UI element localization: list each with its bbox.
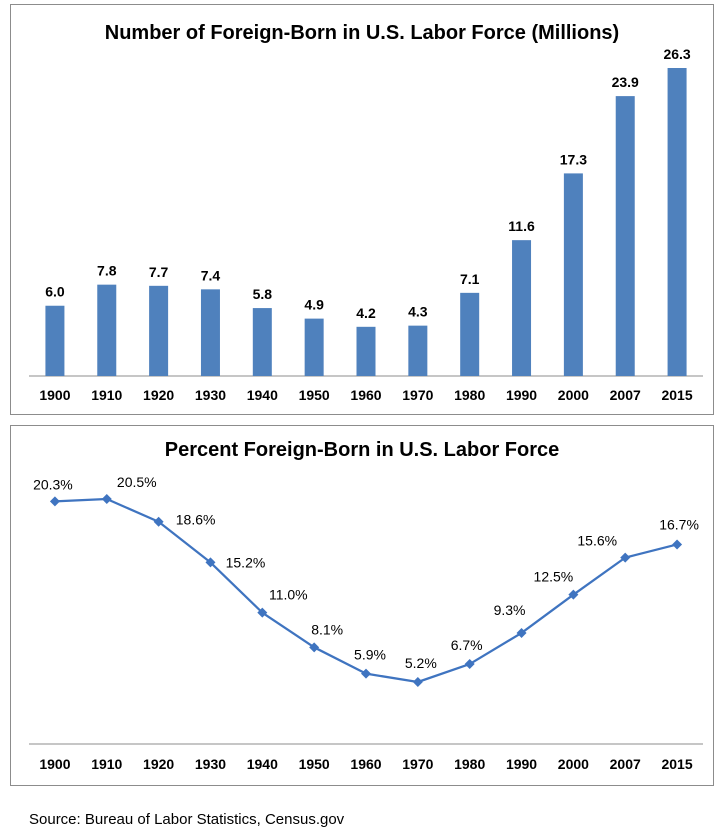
line-chart-title: Percent Foreign-Born in U.S. Labor Force [164,439,560,461]
bar-1900 [45,305,65,376]
bar-data-label: 4.2 [356,305,376,321]
point-data-label: 20.5% [117,474,157,490]
bar-data-label: 23.9 [612,74,639,90]
bar-data-label: 7.1 [460,271,480,287]
point-marker-1960 [361,668,371,679]
line-chart-panel: Percent Foreign-Born in U.S. Labor Force… [10,425,714,786]
point-marker-1950 [309,642,320,653]
point-data-label: 9.3% [494,602,526,618]
x-tick-label: 2000 [558,387,589,403]
bar-data-label: 26.3 [663,46,690,62]
bar-data-label: 17.3 [560,151,587,167]
point-marker-1970 [412,677,423,687]
bar-1930 [200,289,220,376]
bar-2015 [667,68,687,376]
point-marker-1990 [516,627,527,638]
point-data-label: 11.0% [269,587,308,603]
line-chart-plot: 20.3% 1900 20.5% 1910 18.6% 1920 15.2% 1930 11.0… [29,474,703,772]
x-tick-label: 1920 [143,756,174,772]
point-marker-1930 [205,557,216,568]
x-tick-label: 1980 [454,387,485,403]
point-data-label: 15.2% [226,554,266,570]
point-data-label: 5.9% [354,647,386,663]
x-tick-label: 1990 [506,387,537,403]
bar-1960 [356,326,376,376]
bar-data-label: 6.0 [45,284,65,300]
x-tick-label: 1940 [247,387,278,403]
x-tick-label: 1980 [454,756,485,772]
x-tick-label: 1930 [195,756,226,772]
bar-data-label: 4.9 [304,297,324,313]
bar-1950 [304,318,324,376]
x-tick-label: 1970 [402,756,433,772]
x-tick-label: 1920 [143,387,174,403]
x-tick-label: 2007 [610,387,641,403]
point-marker-1940 [257,607,268,618]
bar-data-label: 5.8 [253,286,273,302]
point-data-label: 18.6% [176,512,216,528]
x-tick-label: 1950 [299,387,330,403]
x-tick-label: 1960 [350,756,381,772]
bar-chart-plot: 6.0 1900 7.8 1910 7.7 1920 7.4 1930 5.8 1940 4.9 19… [29,46,703,403]
bar-1910 [97,284,117,376]
x-tick-label: 2015 [661,756,692,772]
bar-1970 [408,325,428,376]
x-tick-label: 1970 [402,387,433,403]
point-data-label: 20.3% [33,476,73,492]
bar-chart-title: Number of Foreign-Born in U.S. Labor For… [104,22,620,44]
point-data-label: 5.2% [405,655,437,671]
x-tick-label: 2000 [558,756,589,772]
bar-data-label: 11.6 [508,218,535,234]
bar-1920 [149,285,169,376]
bar-2007 [615,96,635,377]
point-data-label: 6.7% [451,637,483,653]
bar-2000 [563,173,583,376]
point-marker-1900 [49,496,60,507]
bar-1980 [460,292,480,376]
x-tick-label: 1940 [247,756,278,772]
source-note: Source: Bureau of Labor Statistics, Cens… [29,811,345,828]
bar-chart-panel: Number of Foreign-Born in U.S. Labor For… [10,4,714,415]
bar-data-label: 4.3 [408,304,428,320]
point-data-label: 15.6% [577,533,617,549]
x-tick-label: 1950 [299,756,330,772]
x-tick-label: 2007 [610,756,641,772]
point-marker-2015 [672,539,683,550]
x-tick-label: 1990 [506,756,537,772]
bar-data-label: 7.8 [97,263,117,279]
x-tick-label: 2015 [661,387,692,403]
point-marker-1910 [101,494,112,504]
x-tick-label: 1910 [91,756,122,772]
bar-data-label: 7.4 [201,267,221,283]
point-marker-1920 [153,516,164,527]
point-marker-2007 [620,552,631,563]
bar-1940 [252,308,272,376]
x-tick-label: 1910 [91,387,122,403]
point-marker-1980 [464,659,475,670]
point-data-label: 16.7% [659,516,699,532]
point-marker-2000 [568,589,579,600]
bar-data-label: 7.7 [149,264,169,280]
x-tick-label: 1900 [39,756,70,772]
point-data-label: 8.1% [311,621,343,637]
x-tick-label: 1960 [350,387,381,403]
point-data-label: 12.5% [534,569,574,585]
x-tick-label: 1930 [195,387,226,403]
bar-1990 [512,240,532,376]
x-tick-label: 1900 [39,387,70,403]
